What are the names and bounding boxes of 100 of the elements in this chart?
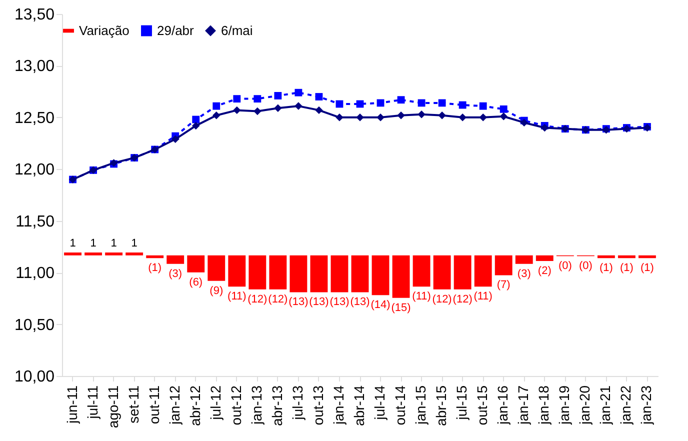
x-tick-label: jan-12 — [166, 385, 182, 426]
x-tick-label: jan-19 — [556, 385, 572, 426]
data-label: (2) — [538, 265, 552, 278]
legend-label: 6/mai — [221, 22, 253, 38]
y-tick-label: 12,00 — [14, 162, 55, 179]
data-label: 1 — [131, 237, 138, 250]
data-label: 1 — [90, 237, 96, 250]
point — [500, 112, 508, 120]
point — [192, 116, 200, 124]
x-tick-label: jul-13 — [289, 385, 306, 421]
point — [438, 99, 446, 107]
y-tick-label: 13,00 — [14, 58, 55, 76]
x-tick-label: out-14 — [392, 385, 408, 426]
point — [500, 105, 508, 113]
x-tick-label: abr-12 — [186, 385, 203, 426]
point — [397, 111, 405, 120]
point — [294, 88, 302, 96]
point — [212, 111, 220, 120]
data-label: (11) — [228, 290, 246, 303]
point — [274, 92, 282, 100]
data-label: 1 — [70, 237, 76, 250]
data-label: 1 — [110, 237, 117, 250]
point — [315, 106, 323, 114]
data-label: (12) — [432, 293, 452, 306]
data-label: (13) — [350, 296, 370, 308]
data-label: (12) — [248, 293, 268, 306]
data-label: (13) — [288, 296, 308, 308]
x-tick-label: jul-11 — [84, 385, 100, 420]
data-label: (13) — [309, 296, 329, 308]
y-tick-label: 10,00 — [14, 368, 55, 386]
point — [294, 102, 302, 110]
point — [458, 114, 466, 122]
x-tick-label: abr-14 — [351, 385, 367, 426]
point — [418, 110, 426, 118]
point — [418, 99, 426, 107]
data-label: (11) — [474, 290, 492, 303]
data-label: (1) — [640, 262, 654, 274]
x-tick-label: jan-17 — [515, 385, 532, 426]
x-tick-label: jul-14 — [372, 385, 388, 421]
point — [458, 101, 466, 109]
point — [438, 111, 446, 120]
x-tick-label: abr-15 — [433, 385, 450, 426]
x-tick-label: set-11 — [125, 385, 142, 424]
x-tick-label: jul-15 — [454, 385, 470, 421]
point — [171, 135, 180, 144]
data-label: (6) — [189, 276, 203, 288]
point — [274, 104, 282, 112]
x-tick-label: jan-22 — [618, 385, 634, 426]
data-label: (1) — [599, 262, 613, 274]
data-label: (11) — [412, 290, 431, 303]
point — [336, 114, 344, 122]
x-tick-label: abr-13 — [268, 385, 285, 426]
x-tick-label: jan-20 — [576, 385, 593, 426]
x-tick-label: ago-11 — [104, 385, 121, 428]
x-tick-label: out-13 — [310, 385, 326, 426]
point — [376, 99, 384, 107]
data-label: (3) — [168, 268, 182, 280]
x-tick-label: jan-21 — [597, 385, 614, 426]
data-label: (14) — [370, 299, 390, 312]
point — [479, 114, 487, 122]
data-label: (12) — [268, 293, 288, 306]
x-tick-label: out-12 — [228, 385, 244, 426]
x-tick-label: jan-13 — [248, 385, 264, 426]
data-label: (1) — [148, 262, 162, 274]
point — [479, 102, 487, 110]
point — [192, 122, 200, 130]
data-label: (0) — [558, 260, 572, 272]
data-label: (0) — [578, 260, 592, 272]
y-tick-label: 11,50 — [16, 213, 55, 230]
point — [233, 95, 241, 103]
x-tick-label: jan-23 — [638, 385, 654, 426]
x-tick-label: jan-16 — [494, 385, 511, 426]
x-tick-label: jan-14 — [330, 385, 346, 426]
x-tick-label: jan-15 — [412, 385, 429, 426]
x-tick-label: jun-11 — [64, 385, 80, 424]
data-label: (15) — [391, 302, 411, 314]
point — [212, 102, 220, 110]
x-tick-label: out-15 — [474, 385, 490, 426]
point — [540, 124, 549, 132]
data-label: (13) — [330, 296, 350, 308]
y-tick-label: 11,00 — [16, 265, 55, 282]
data-label: (9) — [210, 284, 224, 297]
data-label: (7) — [496, 279, 510, 292]
y-tick-label: 13,50 — [14, 6, 55, 24]
x-tick-label: out-11 — [146, 385, 162, 424]
point — [397, 96, 405, 104]
point — [254, 95, 262, 103]
point — [356, 114, 364, 122]
data-label: (1) — [620, 262, 634, 274]
legend-label: 29/abr — [157, 22, 195, 38]
data-label: (12) — [452, 293, 472, 306]
x-tick-label: jan-18 — [536, 385, 552, 426]
legend-label: Variação — [79, 22, 130, 38]
data-label: (3) — [517, 268, 531, 280]
x-tick-label: jul-12 — [207, 385, 224, 421]
point — [376, 114, 384, 122]
point — [254, 107, 262, 116]
y-tick-label: 10,50 — [14, 316, 55, 334]
y-tick-label: 12,50 — [14, 110, 55, 127]
point — [315, 93, 323, 100]
